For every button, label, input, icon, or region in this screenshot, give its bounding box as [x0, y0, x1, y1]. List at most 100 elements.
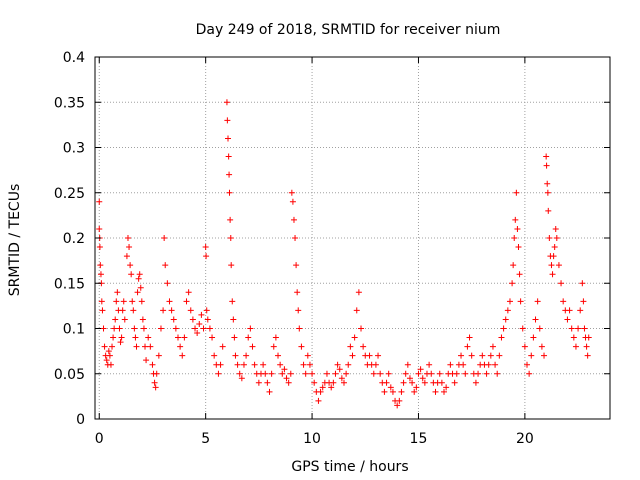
data-point: [105, 348, 112, 355]
data-point: [260, 361, 267, 368]
data-point: [381, 388, 388, 395]
data-point: [421, 379, 428, 386]
data-point: [266, 388, 273, 395]
data-point: [211, 352, 218, 359]
data-point: [202, 244, 209, 251]
data-point: [468, 352, 475, 359]
data-point: [500, 325, 507, 332]
data-point: [519, 325, 526, 332]
data-point: [492, 361, 499, 368]
data-point: [123, 253, 130, 260]
data-point: [142, 343, 149, 350]
data-point: [564, 316, 571, 323]
data-point: [453, 370, 460, 377]
x-tick-label: 15: [410, 431, 428, 447]
x-tick-label: 20: [516, 431, 534, 447]
data-point: [289, 198, 296, 205]
y-tick-label: 0: [76, 412, 85, 428]
data-point: [345, 361, 352, 368]
data-point: [494, 370, 501, 377]
data-point: [498, 334, 505, 341]
data-point: [275, 352, 282, 359]
data-point: [538, 343, 545, 350]
data-point: [541, 352, 548, 359]
data-point: [338, 375, 345, 382]
data-point: [581, 325, 588, 332]
data-point: [526, 370, 533, 377]
data-point: [270, 343, 277, 350]
data-point: [285, 379, 292, 386]
data-point: [568, 325, 575, 332]
data-point: [170, 316, 177, 323]
x-tick-label: 5: [201, 431, 210, 447]
data-point: [415, 370, 422, 377]
data-point: [524, 361, 531, 368]
data-point: [279, 370, 286, 377]
data-point: [489, 343, 496, 350]
data-point: [438, 379, 445, 386]
data-point: [264, 379, 271, 386]
data-point: [479, 352, 486, 359]
data-point: [247, 325, 254, 332]
data-point: [511, 235, 518, 241]
data-point: [396, 397, 403, 404]
data-point: [187, 307, 194, 314]
x-axis-label: GPS time / hours: [291, 459, 408, 475]
data-point: [360, 343, 367, 350]
data-point: [124, 235, 131, 241]
data-point: [400, 379, 407, 386]
data-point: [343, 370, 350, 377]
data-point: [553, 235, 560, 241]
plot-frame: [94, 56, 611, 420]
data-point: [243, 352, 250, 359]
data-point: [227, 235, 234, 241]
data-point: [240, 361, 247, 368]
data-point: [294, 289, 301, 296]
data-point: [177, 343, 184, 350]
data-point: [487, 352, 494, 359]
data-point: [262, 370, 269, 377]
data-point: [111, 325, 118, 332]
data-point: [153, 370, 160, 377]
data-point: [160, 307, 167, 314]
data-point: [353, 307, 360, 314]
data-point: [229, 298, 236, 305]
data-point: [143, 357, 150, 364]
data-point: [96, 244, 103, 251]
data-point: [514, 225, 521, 232]
data-point: [544, 180, 551, 187]
data-point: [296, 325, 303, 332]
data-point: [545, 207, 552, 214]
data-point: [451, 379, 458, 386]
data-point: [387, 384, 394, 391]
data-point: [215, 370, 222, 377]
data-point: [138, 298, 145, 305]
data-point: [225, 153, 232, 160]
data-point: [552, 225, 559, 232]
data-point: [385, 370, 392, 377]
data-point: [544, 189, 551, 196]
data-point: [517, 298, 524, 305]
data-point: [323, 370, 330, 377]
data-point: [226, 171, 233, 178]
data-point: [532, 316, 539, 323]
data-point: [251, 361, 258, 368]
data-point: [133, 343, 140, 350]
data-point: [119, 307, 126, 314]
data-point: [543, 162, 550, 169]
data-point: [389, 388, 396, 395]
data-point: [549, 271, 556, 278]
data-point: [543, 153, 550, 160]
data-point: [460, 361, 467, 368]
data-point: [443, 384, 450, 391]
data-point: [466, 334, 473, 341]
data-point: [109, 343, 116, 350]
data-point: [506, 298, 513, 305]
data-point: [189, 316, 196, 323]
y-tick-label: 0.2: [63, 231, 85, 247]
data-point: [558, 280, 565, 287]
data-point: [516, 271, 523, 278]
data-point: [417, 366, 424, 373]
data-point: [464, 343, 471, 350]
